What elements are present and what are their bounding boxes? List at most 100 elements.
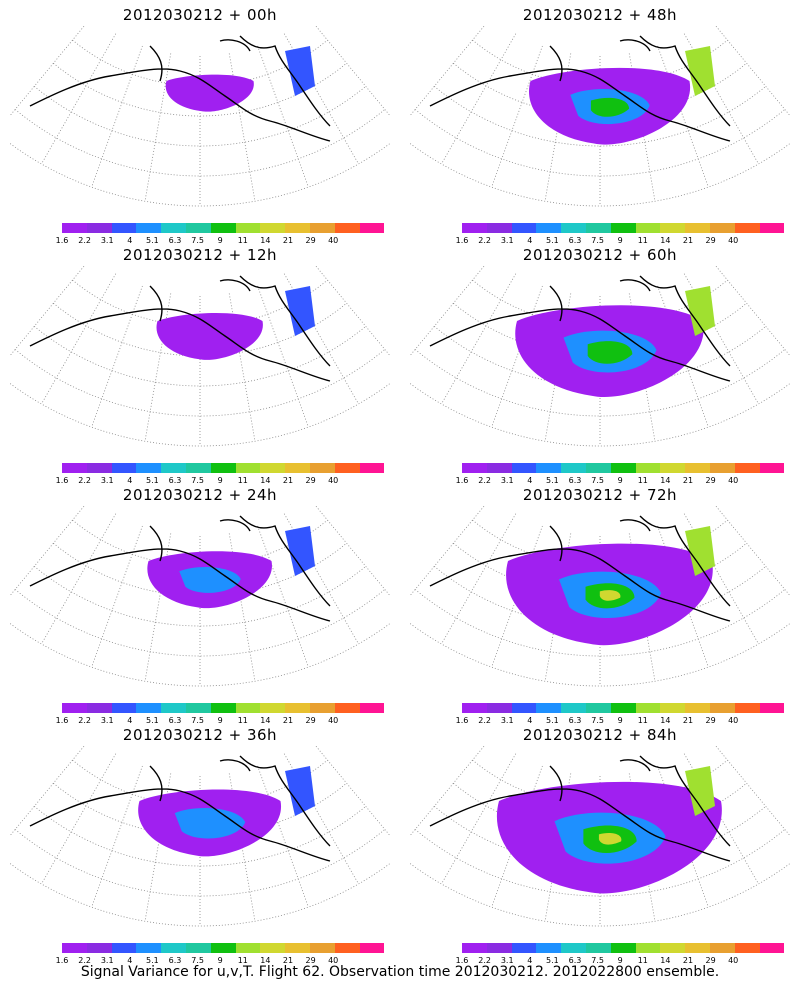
latitude-gridline	[410, 142, 790, 207]
meridian-gridline	[315, 26, 390, 117]
meridian-gridline	[41, 753, 117, 885]
colorbar-tick-label: 7.5	[591, 476, 604, 485]
meridian-gridline	[144, 533, 172, 682]
colorbar-swatch	[111, 703, 137, 713]
colorbar-swatch	[511, 463, 537, 473]
variance-region	[285, 526, 315, 576]
colorbar-tick-label: 14	[660, 236, 671, 245]
colorbar-swatch	[610, 943, 636, 953]
meridian-gridline	[315, 746, 390, 837]
colorbar-tick-label: 14	[660, 476, 671, 485]
colorbar-tick-label: 14	[260, 236, 271, 245]
colorbar-swatch	[86, 943, 112, 953]
colorbar-swatch	[309, 943, 335, 953]
colorbar-swatch	[585, 223, 611, 233]
colorbar-tick-label: 11	[637, 956, 648, 965]
colorbar-tick-label: 3.1	[100, 476, 114, 485]
colorbar-tick-label: 2.2	[478, 476, 491, 485]
colorbar-swatch	[309, 703, 335, 713]
colorbar-tick-label: 1.6	[55, 476, 69, 485]
colorbar-tick-label: 29	[305, 236, 316, 245]
map-panel: 2012030212 + 48h 1.6 2.2 3.1 4 5.1 6.3 7.5 9 11 14…	[400, 0, 800, 245]
coastline	[429, 755, 731, 862]
map-panel: 2012030212 + 12h 1.6 2.2 3.1 4 5.1 6.3 7.5 9 11 14…	[0, 240, 400, 485]
colorbar-swatch	[334, 943, 360, 953]
colorbar-swatch	[210, 703, 236, 713]
colorbar-tick-label: 3.1	[100, 236, 114, 245]
colorbar-swatch	[660, 943, 686, 953]
meridian-gridline	[715, 266, 790, 357]
colorbar-swatch	[511, 943, 537, 953]
colorbar-tick-label: 3.1	[100, 956, 114, 965]
colorbar-swatch	[86, 463, 112, 473]
colorbar-tick-label: 40	[728, 476, 739, 485]
colorbar-swatch	[111, 943, 137, 953]
latitude-gridline	[410, 862, 790, 927]
colorbar-swatch	[734, 463, 760, 473]
colorbar-swatch	[610, 703, 636, 713]
latitude-gridline	[434, 86, 766, 147]
colorbar-swatch	[511, 703, 537, 713]
meridian-gridline	[441, 33, 517, 165]
colorbar-labels: 1.6 2.2 3.1 4 5.1 6.3 7.5 9 11 14 21 29 40	[56, 716, 366, 726]
colorbar-swatch	[709, 703, 735, 713]
colorbar-tick-label: 21	[282, 476, 294, 485]
colorbar-swatch	[635, 223, 661, 233]
colorbar-tick-label: 1.6	[455, 716, 469, 725]
colorbar-tick-label: 9	[217, 236, 223, 245]
colorbar-tick-label: 9	[217, 716, 223, 725]
polar-map	[410, 746, 790, 927]
meridian-gridline	[491, 45, 543, 188]
colorbar-tick-label: 7.5	[191, 956, 204, 965]
colorbar-tick-label: 21	[282, 716, 294, 725]
figure-caption: Signal Variance for u,v,T. Flight 62. Ob…	[80, 964, 720, 980]
colorbar-tick-label: 21	[682, 956, 694, 965]
latitude-gridline	[34, 86, 366, 147]
colorbar-tick-label: 40	[328, 476, 339, 485]
colorbar-tick-label: 1.6	[55, 956, 69, 965]
colorbar-tick-label: 3.1	[500, 956, 514, 965]
colorbar-swatch	[486, 463, 512, 473]
colorbar-tick-label: 3.1	[500, 716, 514, 725]
coastline	[429, 35, 731, 142]
colorbar-labels: 1.6 2.2 3.1 4 5.1 6.3 7.5 9 11 14 21 29 40	[456, 236, 766, 246]
colorbar-swatch	[235, 703, 261, 713]
colorbar	[462, 703, 785, 713]
colorbar-tick-label: 21	[282, 956, 294, 965]
colorbar-swatch	[561, 223, 586, 233]
colorbar-swatch	[309, 223, 335, 233]
colorbar-swatch	[161, 463, 186, 473]
meridian-gridline	[10, 746, 85, 837]
panel-title: 2012030212 + 36h	[122, 726, 278, 744]
colorbar-swatch	[260, 943, 286, 953]
variance-region	[590, 97, 630, 117]
polar-map	[10, 506, 390, 687]
colorbar-tick-label: 4	[127, 236, 133, 245]
colorbar-tick-label: 14	[660, 716, 671, 725]
colorbar-swatch	[285, 463, 310, 473]
colorbar-swatch	[359, 943, 385, 953]
colorbar-labels: 1.6 2.2 3.1 4 5.1 6.3 7.5 9 11 14 21 29 40	[56, 236, 366, 246]
variance-region	[174, 807, 246, 839]
colorbar-swatch	[462, 703, 487, 713]
colorbar-tick-label: 5.1	[546, 476, 559, 485]
colorbar-tick-label: 5.1	[146, 956, 159, 965]
latitude-gridline	[14, 829, 386, 897]
colorbar-swatch	[62, 943, 87, 953]
colorbar-tick-label: 14	[260, 956, 271, 965]
variance-region	[285, 766, 315, 816]
colorbar-tick-label: 7.5	[591, 956, 604, 965]
latitude-gridline	[10, 382, 390, 447]
colorbar-swatch	[260, 223, 286, 233]
colorbar-tick-label: 9	[217, 956, 223, 965]
colorbar-tick-label: 40	[328, 956, 339, 965]
meridian-gridline	[315, 506, 390, 597]
colorbar-tick-label: 14	[660, 956, 671, 965]
coastline	[429, 275, 731, 382]
colorbar-swatch	[260, 703, 286, 713]
latitude-gridline	[10, 862, 390, 927]
colorbar-swatch	[359, 223, 385, 233]
colorbar	[62, 703, 385, 713]
colorbar-tick-label: 6.3	[568, 476, 582, 485]
colorbar-swatch	[536, 943, 562, 953]
